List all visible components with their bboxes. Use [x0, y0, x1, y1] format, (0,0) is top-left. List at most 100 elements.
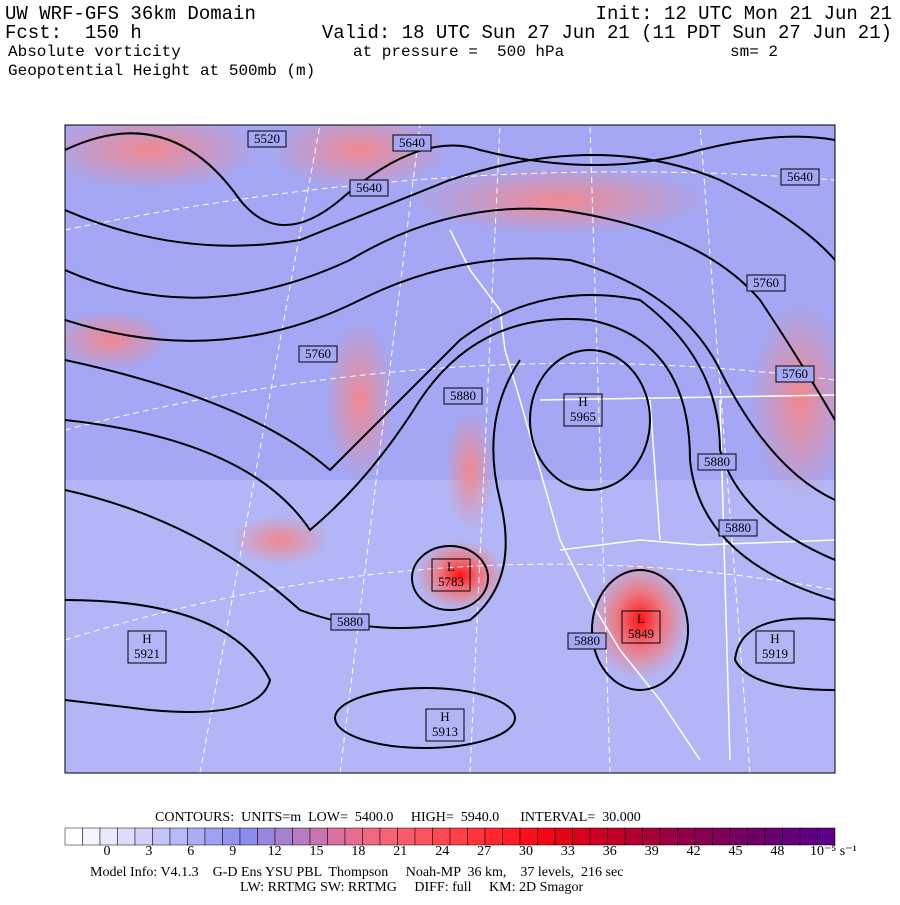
contour-label-box [775, 365, 815, 383]
colorbar-box [327, 827, 346, 846]
colorbar-box [747, 827, 766, 846]
contour-label: 5640 [356, 180, 382, 195]
colorbar-box [484, 827, 503, 846]
colorbar-box [817, 827, 836, 846]
colorbar-box [764, 827, 783, 846]
colorbar-box [554, 827, 573, 846]
contour-label: 5880 [704, 454, 730, 469]
colorbar-tick-label: 42 [687, 844, 701, 859]
contour-label: 5760 [782, 366, 808, 381]
colorbar-box [222, 827, 241, 846]
map [65, 125, 835, 773]
colorbar-tick-label: 21 [393, 844, 407, 859]
pressure-center-value: 5783 [438, 574, 464, 589]
colorbar-tick-label: 9 [229, 844, 236, 859]
contour-label-box [330, 613, 370, 631]
colorbar-tick-label: 33 [561, 844, 575, 859]
contour-label: 5880 [450, 388, 476, 403]
colorbar-unit: 10⁻⁵ s⁻¹ [810, 844, 857, 859]
colorbar-tick-label: 0 [104, 844, 111, 859]
contour-label-box [697, 453, 737, 471]
colorbar-box [694, 827, 713, 846]
colorbar-box [519, 827, 538, 846]
colorbar-tick-label: 12 [268, 844, 282, 859]
colorbar-box [64, 827, 83, 846]
pressure-center-value: 5913 [432, 724, 458, 739]
smoothing: sm= 2 [730, 43, 778, 61]
map-frame [64, 124, 836, 774]
pressure-center-box [425, 708, 465, 742]
pressure-center-box [755, 630, 795, 664]
pressure-center-box [431, 558, 471, 592]
colorbar-box [397, 827, 416, 846]
contour-label: 5640 [787, 169, 813, 184]
colorbar-box [537, 827, 556, 846]
contour-label: 5880 [337, 614, 363, 629]
colorbar-box [82, 827, 101, 846]
valid-time: Valid: 18 UTC Sun 27 Jun 21 (11 PDT Sun … [322, 22, 892, 44]
colorbar-tick-label: 39 [645, 844, 659, 859]
contour-label: 5880 [725, 520, 751, 535]
colorbar-box [257, 827, 276, 846]
colorbar-box [309, 827, 328, 846]
colorbar-tick-label: 30 [519, 844, 533, 859]
colorbar-box [607, 827, 626, 846]
contour-label-box [443, 387, 483, 405]
contour-info: CONTOURS: UNITS=m LOW= 5400.0 HIGH= 5940… [155, 810, 641, 825]
contour-label-box [780, 168, 820, 186]
colorbar-box [344, 827, 363, 846]
colorbar-box [379, 827, 398, 846]
colorbar-box [799, 827, 818, 846]
forecast-hour: Fcst: 150 h [5, 22, 142, 44]
colorbar-box [292, 827, 311, 846]
colorbar-box [782, 827, 801, 846]
pressure-center-value: 5965 [570, 409, 596, 424]
pressure-center-type: H [440, 709, 449, 724]
contour-label-box [746, 274, 786, 292]
pressure-center-type: H [578, 394, 587, 409]
colorbar-box [677, 827, 696, 846]
colorbar-box [502, 827, 521, 846]
pressure-center-type: L [447, 559, 455, 574]
colorbar-box [134, 827, 153, 846]
colorbar-tick-label: 24 [435, 844, 449, 859]
contour-label: 5640 [399, 135, 425, 150]
colorbar-tick-label: 6 [187, 844, 194, 859]
colorbar-box [362, 827, 381, 846]
colorbar-box [187, 827, 206, 846]
colorbar-box [624, 827, 643, 846]
contour-label: 5520 [254, 131, 280, 146]
contour-label-box [247, 130, 287, 148]
colorbar-tick-label: 18 [351, 844, 365, 859]
contour-label-box [392, 134, 432, 152]
colorbar-tick-label: 48 [770, 844, 784, 859]
pressure-level: at pressure = 500 hPa [353, 43, 565, 61]
contour-field-name: Geopotential Height at 500mb (m) [8, 62, 315, 80]
colorbar-tick-label: 36 [603, 844, 617, 859]
colorbar-box [642, 827, 661, 846]
field-name: Absolute vorticity [8, 43, 181, 61]
pressure-center-value: 5921 [134, 646, 160, 661]
colorbar-box [432, 827, 451, 846]
contour-label-box [298, 345, 338, 363]
title: UW WRF-GFS 36km Domain [5, 3, 256, 25]
colorbar-box [204, 827, 223, 846]
colorbar-box [659, 827, 678, 846]
contour-label: 5880 [574, 633, 600, 648]
colorbar-box [152, 827, 171, 846]
pressure-center-value: 5849 [628, 626, 654, 641]
contour-label-box [567, 632, 607, 650]
colorbar-tick-label: 3 [145, 844, 152, 859]
physics-info: LW: RRTMG SW: RRTMG DIFF: full KM: 2D Sm… [240, 880, 583, 895]
colorbar-tick-label: 27 [477, 844, 491, 859]
pressure-center-value: 5919 [762, 646, 788, 661]
pressure-center-type: H [142, 631, 151, 646]
colorbar-box [449, 827, 468, 846]
colorbar-box [712, 827, 731, 846]
contour-label-box [718, 519, 758, 537]
colorbar-box [117, 827, 136, 846]
pressure-center-type: H [770, 631, 779, 646]
colorbar-box [729, 827, 748, 846]
pressure-center-type: L [637, 611, 645, 626]
